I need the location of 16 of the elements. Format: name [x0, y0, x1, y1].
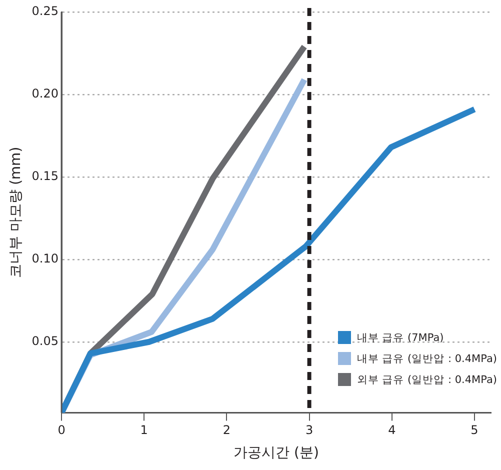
x-tick-label: 5 [470, 423, 478, 438]
x-axis-title: 가공시간 (분) [234, 445, 319, 462]
legend-label: 내부 급유 (7MPa) [356, 330, 444, 344]
x-tick-label: 1 [140, 423, 148, 438]
x-tick-label: 2 [222, 423, 231, 438]
x-tick-label: 3 [305, 423, 314, 438]
x-tick-label: 4 [388, 423, 396, 438]
y-axis-title: 코너부 마모량 (mm) [8, 146, 24, 278]
y-tick-label: 0.20 [32, 86, 59, 101]
legend-label: 외부 급유 (일반압 : 0.4MPa) [356, 372, 497, 386]
y-tick-label: 0.10 [32, 252, 59, 266]
legend-label: 내부 급유 (일반압 : 0.4MPa) [356, 352, 497, 366]
y-tick-label: 0.05 [32, 334, 59, 348]
y-tick-label: 0.25 [32, 4, 59, 18]
y-tick-label: 0.15 [32, 169, 59, 184]
x-tick-label: 0 [58, 423, 66, 438]
